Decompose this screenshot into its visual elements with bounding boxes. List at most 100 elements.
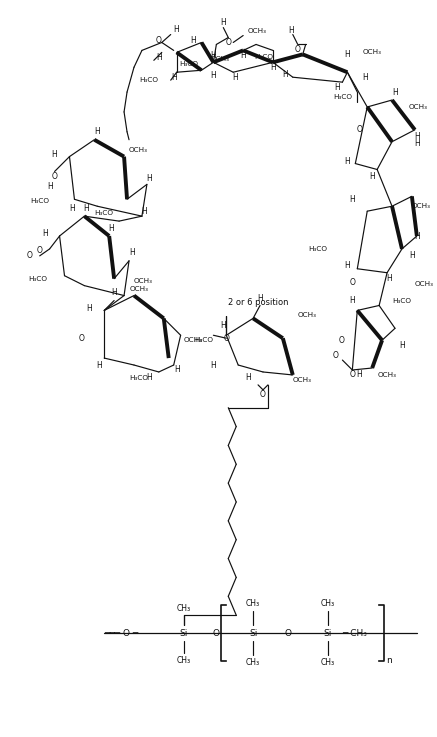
Text: CH₃: CH₃ <box>246 658 260 667</box>
Text: H: H <box>171 73 177 82</box>
Text: OCH₃: OCH₃ <box>210 56 229 63</box>
Text: H₃CO: H₃CO <box>333 94 352 100</box>
Text: OCH₃: OCH₃ <box>248 27 267 34</box>
Text: H: H <box>335 83 340 91</box>
Text: ─── O ─: ─── O ─ <box>104 629 139 638</box>
Text: H: H <box>344 50 350 59</box>
Text: OCH₃: OCH₃ <box>184 338 203 343</box>
Text: H: H <box>386 274 392 283</box>
Text: H₃CO: H₃CO <box>129 375 149 381</box>
Text: H: H <box>362 73 368 82</box>
Text: H: H <box>270 63 276 71</box>
Text: H: H <box>414 231 420 240</box>
Text: O: O <box>79 334 84 343</box>
Text: H: H <box>288 26 294 35</box>
Text: H: H <box>357 371 362 380</box>
Text: H: H <box>240 51 246 60</box>
Text: H₃CO: H₃CO <box>139 77 158 83</box>
Text: O: O <box>295 45 301 54</box>
Text: O: O <box>223 334 229 343</box>
Text: H₃CO: H₃CO <box>95 210 114 216</box>
Text: H: H <box>409 251 415 260</box>
Text: H: H <box>94 128 100 136</box>
Text: H: H <box>111 288 117 297</box>
Text: O: O <box>350 371 355 380</box>
Text: H: H <box>146 374 152 383</box>
Text: H: H <box>173 25 179 34</box>
Text: H: H <box>87 304 92 313</box>
Text: H: H <box>211 51 216 60</box>
Text: H: H <box>211 360 216 369</box>
Text: H: H <box>69 203 75 213</box>
Text: Si: Si <box>323 629 332 638</box>
Text: H: H <box>146 174 152 183</box>
Text: H: H <box>156 53 162 62</box>
Text: OCH₃: OCH₃ <box>129 286 149 292</box>
Text: H: H <box>220 321 226 330</box>
Text: H₃CO: H₃CO <box>194 338 213 343</box>
Text: O: O <box>356 125 362 134</box>
Text: OCH₃: OCH₃ <box>129 147 148 153</box>
Text: OCH₃: OCH₃ <box>377 372 396 378</box>
Text: O: O <box>284 629 291 638</box>
Text: H₃CO: H₃CO <box>180 61 198 67</box>
Text: H: H <box>369 172 375 181</box>
Text: H: H <box>392 88 398 97</box>
Text: H: H <box>220 18 226 27</box>
Text: OCH₃: OCH₃ <box>412 203 431 209</box>
Text: OCH₃: OCH₃ <box>134 278 153 284</box>
Text: H: H <box>174 366 180 374</box>
Text: H: H <box>211 71 216 80</box>
Text: 2 or 6 position: 2 or 6 position <box>228 298 289 307</box>
Text: O: O <box>350 278 355 287</box>
Text: H₃CO: H₃CO <box>29 276 48 282</box>
Text: H: H <box>257 294 263 303</box>
Text: H: H <box>47 182 52 191</box>
Text: H: H <box>414 132 420 142</box>
Text: H₃CO: H₃CO <box>254 55 273 60</box>
Text: H₃CO: H₃CO <box>392 298 411 304</box>
Text: H: H <box>245 374 251 383</box>
Text: H: H <box>191 36 196 45</box>
Text: H₃CO: H₃CO <box>309 246 327 252</box>
Text: H: H <box>129 248 135 257</box>
Text: H: H <box>399 340 405 349</box>
Text: O: O <box>333 351 338 360</box>
Text: H: H <box>282 70 288 79</box>
Text: O: O <box>156 36 162 45</box>
Text: O: O <box>52 172 58 181</box>
Text: O: O <box>260 391 266 399</box>
Text: CH₃: CH₃ <box>320 658 335 667</box>
Text: ─ CH₃: ─ CH₃ <box>343 629 367 638</box>
Text: Si: Si <box>180 629 188 638</box>
Text: OCH₃: OCH₃ <box>415 281 434 287</box>
Text: CH₃: CH₃ <box>177 656 191 666</box>
Text: H: H <box>52 150 57 159</box>
Text: OCH₃: OCH₃ <box>409 104 428 110</box>
Text: H: H <box>350 195 355 203</box>
Text: H₃CO: H₃CO <box>31 198 50 204</box>
Text: Si: Si <box>249 629 257 638</box>
Text: CH₃: CH₃ <box>320 598 335 608</box>
Text: H: H <box>414 139 420 148</box>
Text: O: O <box>225 38 231 47</box>
Text: OCH₃: OCH₃ <box>293 377 312 383</box>
Text: CH₃: CH₃ <box>246 598 260 608</box>
Text: CH₃: CH₃ <box>177 604 191 612</box>
Text: O: O <box>37 246 43 256</box>
Text: O: O <box>27 251 33 260</box>
Text: H: H <box>232 73 238 82</box>
Text: H: H <box>108 223 114 233</box>
Text: O: O <box>339 336 344 345</box>
Text: H: H <box>42 228 48 237</box>
Text: H: H <box>350 296 355 305</box>
Text: OCH₃: OCH₃ <box>298 312 317 318</box>
Text: H: H <box>141 206 147 216</box>
Text: H: H <box>83 203 89 213</box>
Text: OCH₃: OCH₃ <box>362 49 381 55</box>
Text: H: H <box>344 157 350 166</box>
Text: O: O <box>213 629 220 638</box>
Text: H: H <box>97 360 102 369</box>
Text: H: H <box>344 262 350 270</box>
Text: n: n <box>386 656 392 666</box>
